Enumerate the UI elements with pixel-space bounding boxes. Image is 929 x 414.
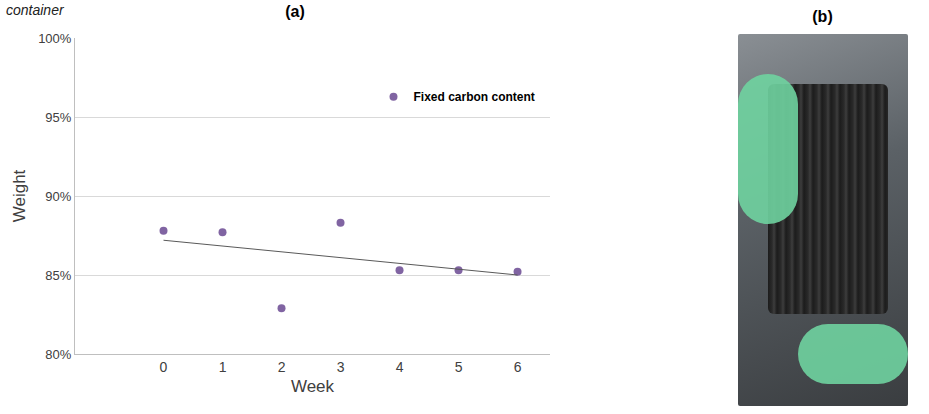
- svg-text:6: 6: [514, 359, 522, 375]
- svg-text:3: 3: [337, 359, 345, 375]
- svg-text:0: 0: [160, 359, 168, 375]
- svg-text:Weight: Weight: [10, 169, 29, 222]
- svg-text:(a): (a): [285, 3, 305, 20]
- svg-text:95%: 95%: [45, 110, 71, 125]
- html-text:(b): (b): [812, 8, 833, 25]
- svg-text:Fixed carbon content: Fixed carbon content: [414, 90, 535, 104]
- svg-text:4: 4: [396, 359, 404, 375]
- html-text:container: container: [6, 2, 64, 18]
- svg-text:100%: 100%: [38, 31, 72, 46]
- svg-text:2: 2: [278, 359, 286, 375]
- svg-text:90%: 90%: [45, 189, 71, 204]
- svg-text:Week: Week: [291, 377, 335, 396]
- svg-text:80%: 80%: [45, 347, 71, 362]
- svg-text:1: 1: [219, 359, 227, 375]
- svg-text:85%: 85%: [45, 268, 71, 283]
- svg-text:5: 5: [455, 359, 463, 375]
